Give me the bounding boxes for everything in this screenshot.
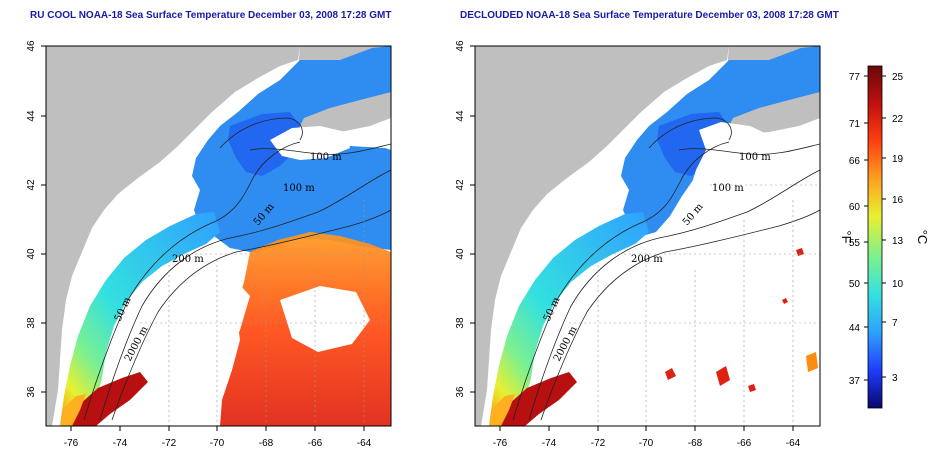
land-mass-nova-scotia [300,90,391,134]
colorbar-c-label: 25 [892,72,904,83]
y-tick-label: 38 [455,317,466,329]
panel-title-ru-cool: RU COOL NOAA-18 Sea Surface Temperature … [30,10,392,21]
colorbar-f-ticks [864,75,868,381]
contour-200m [528,169,820,421]
contour-label-100m-b: 100 m [283,183,315,194]
y-tick-label: 38 [26,317,37,329]
sst-map-ru-cool[interactable]: 100 m 100 m 50 m 200 m 50 m 2000 m -76 -… [0,0,420,475]
x-tick-label: -66 [308,438,323,449]
y-ticks [41,45,46,393]
contour-50m [512,141,730,421]
contour-gulf-maine [648,117,732,149]
sst-warm-hatteras-edge [60,394,86,426]
panel-title-declouded: DECLOUDED NOAA-18 Sea Surface Temperatur… [460,10,839,21]
sst-warm-hatteras [499,372,577,426]
contour-label-200m: 200 m [631,254,663,265]
graticule [140,200,391,426]
y-tick-label: 44 [455,110,466,122]
y-tick-label: 42 [26,179,37,191]
x-tick-label: -68 [259,438,274,449]
map-border [45,45,392,427]
sst-warm-hatteras [70,372,148,426]
contour-label-100m-a: 100 m [310,152,342,163]
x-tick-label: -76 [64,438,79,449]
land-mass [46,46,300,426]
x-tick-label: -76 [493,438,508,449]
contour-gulf-maine [219,117,303,149]
land-mass [475,46,729,426]
x-ticks [499,426,794,431]
colorbar-c-label: 3 [892,373,898,384]
colorbar-c-label: 13 [892,236,904,247]
x-tick-label: -70 [210,438,225,449]
y-tick-label: 36 [26,386,37,398]
y-tick-label: 46 [26,40,37,52]
contour-100m-ne [249,143,391,155]
x-tick-label: -66 [737,438,752,449]
contour-label-100m-b: 100 m [712,183,744,194]
colorbar-c-label: 22 [892,114,904,125]
x-tick-label: -74 [113,438,128,449]
colorbar-c-label: 19 [892,154,904,165]
colorbar-f-label: 37 [849,376,861,387]
colorbar-c-label: 7 [892,318,898,329]
colorbar-gradient [867,65,883,409]
colorbar-c-ticks [882,75,886,378]
contour-label-200m: 200 m [172,254,204,265]
temperature-colorbar: 77 71 66 60 55 50 44 37 25 22 19 16 13 1… [839,65,930,409]
x-tick-label: -64 [786,438,801,449]
y-tick-label: 40 [455,248,466,260]
colorbar-c-label: 16 [892,195,904,206]
y-tick-label: 46 [455,40,466,52]
x-tick-label: -72 [591,438,606,449]
x-tick-label: -74 [542,438,557,449]
colorbar-f-label: 50 [849,279,861,290]
x-tick-label: -68 [688,438,703,449]
cloud-patch-ocean [120,276,250,426]
cloud-patch-ocean-2 [280,286,370,352]
contour-2000m [111,209,391,421]
colorbar-f-label: 66 [849,156,861,167]
bathymetry-contours [512,117,820,421]
colorbar-unit-celsius: °C [915,230,930,245]
sst-coastal-band [489,212,649,426]
panel-declouded: DECLOUDED NOAA-18 Sea Surface Temperatur… [420,0,840,475]
colorbar-f-label: 55 [849,238,861,249]
x-tick-label: -72 [162,438,177,449]
cloud-patch-gulf [270,126,350,160]
bathymetry-contours [83,117,391,421]
y-tick-label: 40 [26,248,37,260]
contour-2000m [540,209,820,421]
sst-warm-hatteras-edge [489,394,515,426]
y-tick-label: 42 [455,179,466,191]
sst-scattered-pixels [665,248,818,392]
sst-coastal-band [60,212,220,426]
y-tick-label: 44 [26,110,37,122]
contour-200m [99,169,391,421]
contour-100m-ne [678,143,820,155]
x-ticks [70,426,365,431]
colorbar-f-label: 77 [849,72,861,83]
contour-50m [83,141,301,421]
colorbar-f-label: 60 [849,202,861,213]
land-mass-nova-scotia [729,90,820,134]
map-border [474,45,821,427]
y-ticks [470,45,475,393]
graticule [569,184,820,426]
colorbar-f-label: 71 [849,119,861,130]
sst-map-declouded[interactable]: 100 m 100 m 50 m 200 m 50 m 2000 m -76 -… [420,0,840,475]
x-tick-label: -64 [357,438,372,449]
y-tick-label: 36 [455,386,466,398]
colorbar-c-label: 10 [892,279,904,290]
colorbar-unit-fahrenheit: °F [839,230,854,243]
panel-ru-cool: RU COOL NOAA-18 Sea Surface Temperature … [0,0,420,475]
cloud-patch-gulf [688,122,800,214]
x-tick-label: -70 [639,438,654,449]
contour-label-100m-a: 100 m [739,152,771,163]
colorbar-f-label: 44 [849,323,861,334]
